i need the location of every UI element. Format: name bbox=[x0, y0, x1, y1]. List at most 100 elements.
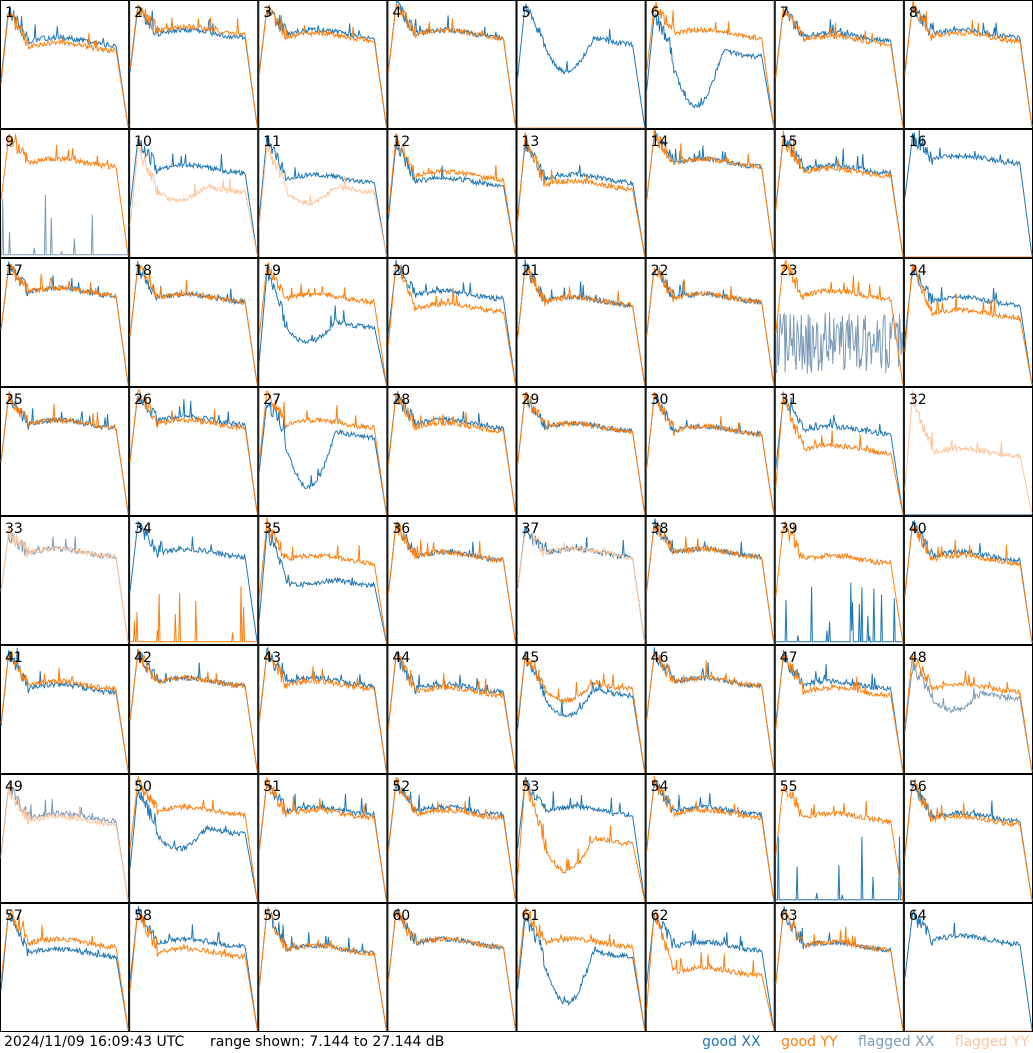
panel-18: 18 bbox=[129, 258, 259, 387]
panel-label: 39 bbox=[780, 521, 798, 537]
series-yy-57 bbox=[0, 909, 129, 1030]
series-yy-59 bbox=[258, 907, 387, 1030]
panel-frame bbox=[903, 387, 1033, 516]
panel-label: 42 bbox=[134, 650, 152, 666]
series-xx-1 bbox=[0, 7, 129, 127]
panel-label: 41 bbox=[5, 650, 23, 666]
panel-label: 24 bbox=[909, 263, 927, 279]
panel-35: 35 bbox=[258, 516, 388, 645]
panel-frame bbox=[516, 645, 646, 774]
series-yy-37 bbox=[517, 526, 646, 643]
series-yy-19 bbox=[258, 262, 387, 385]
panel-label: 18 bbox=[134, 263, 152, 279]
series-xx-40 bbox=[904, 520, 1033, 643]
panel-label: 19 bbox=[263, 263, 281, 279]
series-yy-27 bbox=[258, 390, 387, 514]
panel-frame bbox=[258, 258, 388, 387]
panel-label: 21 bbox=[522, 263, 540, 279]
panel-frame bbox=[258, 903, 388, 1032]
series-yy-4 bbox=[387, 3, 516, 127]
panel-29: 29 bbox=[516, 387, 646, 516]
series-xx-12 bbox=[387, 141, 516, 256]
panel-frame bbox=[129, 903, 259, 1032]
series-xx-35 bbox=[258, 529, 387, 643]
panel-label: 16 bbox=[909, 134, 927, 150]
panel-43: 43 bbox=[258, 645, 388, 774]
panel-63: 63 bbox=[774, 903, 904, 1032]
panel-label: 49 bbox=[5, 779, 23, 795]
panel-14: 14 bbox=[645, 129, 775, 258]
series-xx-38 bbox=[646, 518, 775, 643]
panel-frame bbox=[387, 129, 517, 258]
panel-label: 44 bbox=[392, 650, 410, 666]
series-yy-55 bbox=[775, 785, 904, 901]
panel-label: 34 bbox=[134, 521, 152, 537]
series-yy-18 bbox=[129, 264, 258, 385]
panel-frame bbox=[0, 0, 130, 129]
panel-frame bbox=[516, 258, 646, 387]
panel-frame bbox=[645, 0, 775, 129]
panel-label: 23 bbox=[780, 263, 798, 279]
series-xx-48 bbox=[904, 660, 1033, 772]
panel-36: 36 bbox=[387, 516, 517, 645]
panel-34: 34 bbox=[129, 516, 259, 645]
panel-frame bbox=[903, 258, 1033, 387]
panel-frame bbox=[774, 0, 904, 129]
series-yy-1 bbox=[0, 9, 129, 127]
legend-good-yy: good YY bbox=[781, 1034, 838, 1050]
series-xx-6 bbox=[646, 13, 775, 127]
series-xx-44 bbox=[387, 651, 516, 772]
panel-64: 64 bbox=[903, 903, 1033, 1032]
panel-label: 46 bbox=[651, 650, 669, 666]
series-yy-31 bbox=[775, 391, 904, 514]
panel-label: 28 bbox=[392, 392, 410, 408]
timestamp-label: 2024/11/09 16:09:43 UTC bbox=[4, 1034, 185, 1050]
series-yy-38 bbox=[646, 524, 775, 643]
panel-31: 31 bbox=[774, 387, 904, 516]
panel-frame bbox=[516, 903, 646, 1032]
panel-frame bbox=[387, 645, 517, 774]
panel-28: 28 bbox=[387, 387, 517, 516]
panel-44: 44 bbox=[387, 645, 517, 774]
footer-bar: 2024/11/09 16:09:43 UTC range shown: 7.1… bbox=[0, 1032, 1033, 1053]
panel-label: 11 bbox=[263, 134, 281, 150]
series-xx-62 bbox=[646, 913, 775, 1030]
panel-62: 62 bbox=[645, 903, 775, 1032]
panel-label: 61 bbox=[522, 908, 540, 924]
panel-54: 54 bbox=[645, 774, 775, 903]
panel-label: 33 bbox=[5, 521, 23, 537]
panel-label: 36 bbox=[392, 521, 410, 537]
series-yy-29 bbox=[517, 391, 646, 514]
panel-label: 38 bbox=[651, 521, 669, 537]
panel-label: 48 bbox=[909, 650, 927, 666]
series-xx-19 bbox=[258, 266, 387, 385]
panel-47: 47 bbox=[774, 645, 904, 774]
panel-frame bbox=[0, 645, 130, 774]
panel-27: 27 bbox=[258, 387, 388, 516]
panel-7: 7 bbox=[774, 0, 904, 129]
series-yy-63 bbox=[775, 909, 904, 1030]
series-yy-46 bbox=[646, 651, 775, 772]
panel-label: 43 bbox=[263, 650, 281, 666]
series-xx-25 bbox=[0, 393, 129, 514]
panel-label: 58 bbox=[134, 908, 152, 924]
panel-frame bbox=[0, 774, 130, 903]
series-xx-55 bbox=[775, 836, 903, 901]
panel-frame bbox=[0, 516, 130, 645]
panel-frame bbox=[387, 258, 517, 387]
panel-label: 17 bbox=[5, 263, 23, 279]
series-yy-25 bbox=[0, 391, 129, 514]
panel-label: 29 bbox=[522, 392, 540, 408]
panel-22: 22 bbox=[645, 258, 775, 387]
panel-39: 39 bbox=[774, 516, 904, 645]
legend-flagged-xx: flagged XX bbox=[858, 1034, 935, 1050]
panel-33: 33 bbox=[0, 516, 130, 645]
panel-label: 13 bbox=[522, 134, 540, 150]
series-yy-48 bbox=[904, 654, 1033, 772]
panel-label: 59 bbox=[263, 908, 281, 924]
panel-59: 59 bbox=[258, 903, 388, 1032]
series-xx-5 bbox=[517, 2, 646, 127]
panel-label: 12 bbox=[392, 134, 410, 150]
panel-58: 58 bbox=[129, 903, 259, 1032]
